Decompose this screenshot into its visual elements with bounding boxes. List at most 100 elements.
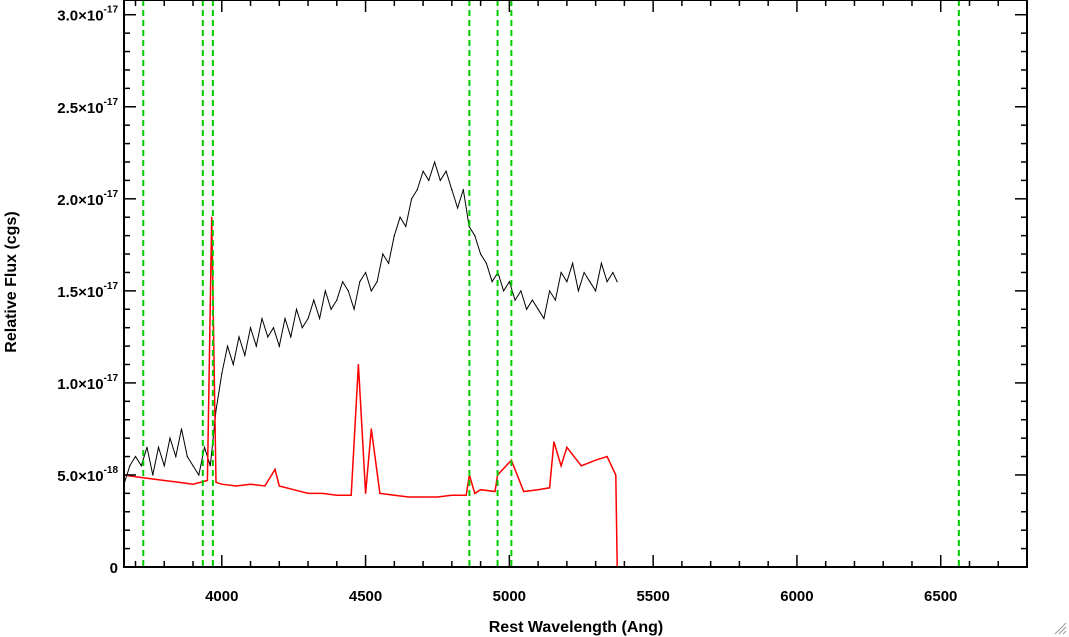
x-axis-title: Rest Wavelength (Ang) [489,619,664,636]
series-0-point [255,345,257,347]
series-0-point [295,308,298,310]
series-0-point [468,225,470,227]
series-0-point [428,179,430,181]
series-0-point [422,170,424,172]
series-1-point [221,483,223,485]
series-1-point [553,441,555,443]
series-1-point [206,479,208,482]
series-0-point [186,455,188,458]
x-tick-label: 6500 [924,588,957,605]
series-0-point [416,189,418,191]
series-0-point [537,308,539,310]
x-tick-label: 5000 [493,588,526,605]
series-0-point [457,207,459,209]
series-0-point [370,290,372,292]
series-0-point [434,161,436,163]
series-0-point [589,281,591,283]
series-0-point [330,308,332,310]
series-0-point [606,281,608,283]
series-0-point [491,281,493,283]
series-1-point [215,481,217,483]
series-0-point [583,271,585,274]
series-0-point [405,225,407,227]
series-0-point [336,299,338,301]
x-tick-label: 4000 [205,588,238,605]
y-tick-label: 2.5×10-17 [57,97,118,117]
series-0-point [543,317,545,320]
y-tick-label: 5.0×10-18 [57,465,118,485]
plot-frame [123,0,1028,568]
series-1-point [549,487,551,489]
series-0-point [238,336,240,338]
series-0-point [600,262,603,264]
series-1-point [408,496,410,498]
series-1-point [523,490,525,493]
series-0-point [134,455,137,458]
series-1-point [480,489,482,491]
series-0-point [382,253,384,255]
series-0-point [520,290,522,292]
y-axis-title: Relative Flux (cgs) [3,211,20,352]
series-1-point [163,479,165,482]
series-0-point [365,271,367,274]
series-0-point [226,345,229,347]
series-1-point [278,485,280,487]
resize-grip-icon[interactable] [1053,621,1067,635]
reference-lines [142,0,960,567]
series-0-point [192,465,194,467]
plot-area [124,160,1027,567]
series-0-point [595,290,597,292]
series-1-point [560,465,562,467]
series-1-point [249,483,252,485]
series-0-point [140,465,142,467]
series-0-point [180,428,183,430]
series-0-point [267,336,269,338]
series-0-point [290,336,292,338]
series-1-point [595,459,597,461]
series-0-point [249,327,252,329]
series-1-point [370,428,372,430]
series-0-point [232,363,234,366]
y-tick-label: 1.5×10-17 [57,281,118,301]
series-0-point [399,216,401,218]
series-0-point [284,317,286,320]
series-0-point [353,308,355,310]
series-0-point [175,455,177,458]
series-0-point [209,465,211,467]
series-0-point [307,317,309,320]
series-1-point [192,483,194,485]
series-1-point [451,494,453,496]
series-1-point [580,465,582,467]
series-1-point [211,216,213,218]
x-tick-label: 4500 [349,588,382,605]
series-1-point [606,455,608,458]
series-1-point [336,494,338,496]
series-0-point [393,235,395,237]
series-0-point [376,281,378,283]
series-0-point [272,327,275,329]
series-1-point [365,492,367,494]
x-tick-label: 5500 [636,588,669,605]
series-0-point [347,290,349,292]
series-1-point [134,476,137,478]
series-1-point [307,492,309,494]
series-0-point [244,354,246,356]
series-0-point [157,446,160,448]
series-0-point [203,446,206,448]
series-0-point [301,327,303,329]
series-0-point [485,262,487,264]
series-0-point [163,465,165,467]
series-0-point [503,290,505,292]
series-0-point [616,281,618,283]
series-0-point [278,345,280,347]
series-1-point [566,446,568,448]
series-0-point [359,281,361,283]
y-tick-labels: 0 5.0×10-18 1.0×10-17 1.5×10-17 2.0×10-17 2.5… [57,5,118,577]
series-0-point [221,373,223,375]
series-0-point [445,170,447,172]
y-tick-label: 0 [110,560,118,577]
x-tick-label: 6000 [780,588,813,605]
series-0-point [411,198,413,200]
series-0-point [612,271,614,274]
